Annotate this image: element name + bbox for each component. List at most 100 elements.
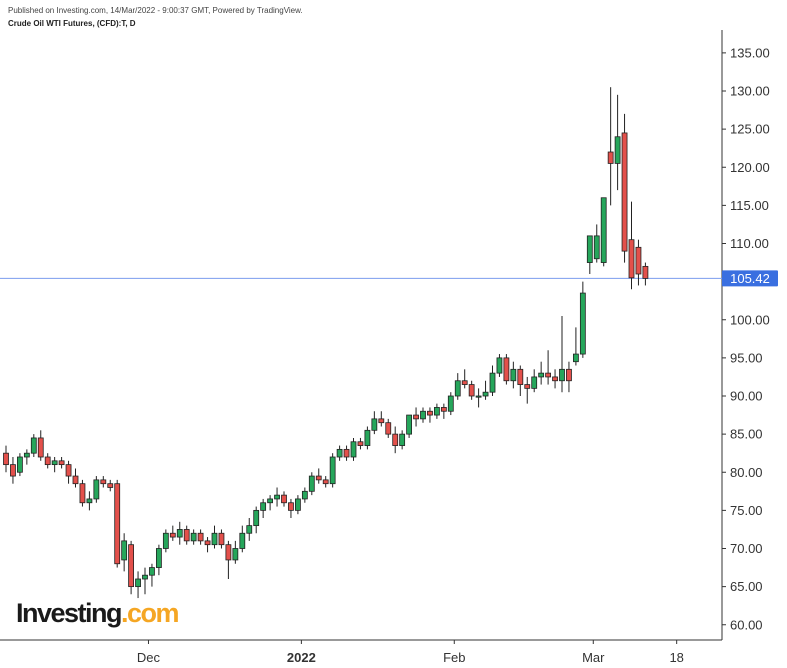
candle-body-down: [114, 483, 121, 565]
candle-body-down: [288, 502, 294, 511]
candle-body-down: [503, 357, 510, 382]
candle: [329, 453, 336, 488]
candle-body-down: [357, 441, 364, 446]
candle: [218, 529, 225, 549]
candle-body-down: [37, 437, 44, 458]
candle-body-up: [267, 498, 274, 504]
candle-body-down: [100, 479, 107, 485]
candle: [79, 479, 86, 507]
last-price-badge: 105.42: [722, 270, 778, 287]
candle: [357, 437, 364, 450]
candle-body-up: [420, 410, 426, 420]
candle-body-down: [204, 540, 211, 546]
candle-body-down: [79, 483, 86, 504]
candle-body-down: [218, 532, 225, 546]
candle: [392, 426, 399, 454]
candle-body-down: [607, 151, 614, 164]
candle: [211, 525, 218, 549]
candle: [628, 201, 635, 290]
y-tick-label: 120.00: [730, 160, 770, 175]
candle-body-up: [489, 372, 496, 393]
candle-body-down: [545, 372, 551, 378]
candle: [385, 418, 392, 438]
last-price-label: 105.42: [730, 271, 770, 286]
y-ticks: 135.00 130.00 125.00 120.00 115.00 110.00 105.…: [722, 45, 770, 632]
candle: [573, 327, 579, 366]
candle-body-up: [406, 414, 413, 435]
candle-body-down: [461, 380, 468, 385]
candle-body-up: [253, 509, 260, 527]
candle-body-up: [135, 578, 141, 588]
candle-body-down: [642, 265, 649, 279]
candle: [489, 365, 496, 396]
candle: [607, 87, 614, 206]
candle-body-up: [586, 235, 593, 263]
candle: [23, 449, 30, 465]
candle: [308, 472, 315, 496]
candles: [3, 87, 649, 599]
y-tick-label: 95.00: [730, 350, 763, 365]
candle-body-up: [211, 532, 218, 546]
candle: [559, 315, 565, 393]
candle: [406, 414, 413, 438]
candle-body-up: [308, 475, 315, 492]
y-tick-label: 135.00: [730, 45, 770, 60]
candle-body-up: [294, 498, 301, 511]
candle: [579, 281, 586, 358]
candle-body-down: [183, 529, 190, 542]
candle: [183, 525, 190, 545]
y-tick-label: 100.00: [730, 312, 770, 327]
candle: [586, 235, 593, 274]
candle: [65, 460, 72, 484]
candle: [427, 407, 433, 423]
last-price-badge-bg: [722, 270, 778, 287]
candle: [294, 495, 301, 515]
candle: [58, 457, 65, 469]
candle-body-down: [197, 532, 204, 542]
candle: [169, 525, 176, 541]
candle: [371, 411, 378, 435]
candle: [440, 403, 447, 419]
candle: [121, 533, 128, 572]
candle-body-up: [593, 235, 600, 260]
candle: [336, 445, 343, 461]
candle: [301, 487, 308, 503]
candle: [315, 468, 322, 484]
candle-body-down: [552, 376, 558, 382]
candle-body-up: [531, 376, 538, 389]
candle: [260, 498, 267, 518]
candle-body-up: [579, 292, 586, 355]
y-tick-label: 80.00: [730, 465, 763, 480]
candle: [51, 457, 58, 473]
candle: [162, 529, 169, 553]
candle-body-up: [260, 502, 267, 511]
candle-body-down: [107, 483, 114, 488]
candle: [350, 437, 357, 461]
candle-body-down: [281, 494, 287, 504]
candle: [3, 445, 9, 473]
y-tick-label: 70.00: [730, 541, 763, 556]
candle-body-up: [538, 372, 545, 378]
candle-body-up: [510, 368, 517, 382]
candle-body-up: [559, 368, 565, 382]
candle: [364, 426, 371, 450]
x-tick-label: Mar: [582, 650, 605, 665]
candle-body-down: [72, 475, 79, 485]
candle-body-up: [86, 498, 93, 504]
candle-body-up: [600, 197, 607, 263]
candle: [420, 407, 426, 423]
candle-body-up: [336, 448, 343, 458]
candle: [197, 529, 204, 545]
candle-body-down: [440, 407, 447, 412]
candle: [461, 369, 468, 389]
candle: [190, 529, 197, 545]
candle: [475, 388, 482, 408]
candle: [552, 369, 558, 389]
candle: [44, 453, 51, 469]
candle-body-down: [628, 239, 635, 279]
candle: [30, 434, 37, 457]
candle-body-down: [468, 384, 475, 397]
candle: [566, 361, 572, 393]
y-tick-label: 110.00: [730, 236, 769, 251]
